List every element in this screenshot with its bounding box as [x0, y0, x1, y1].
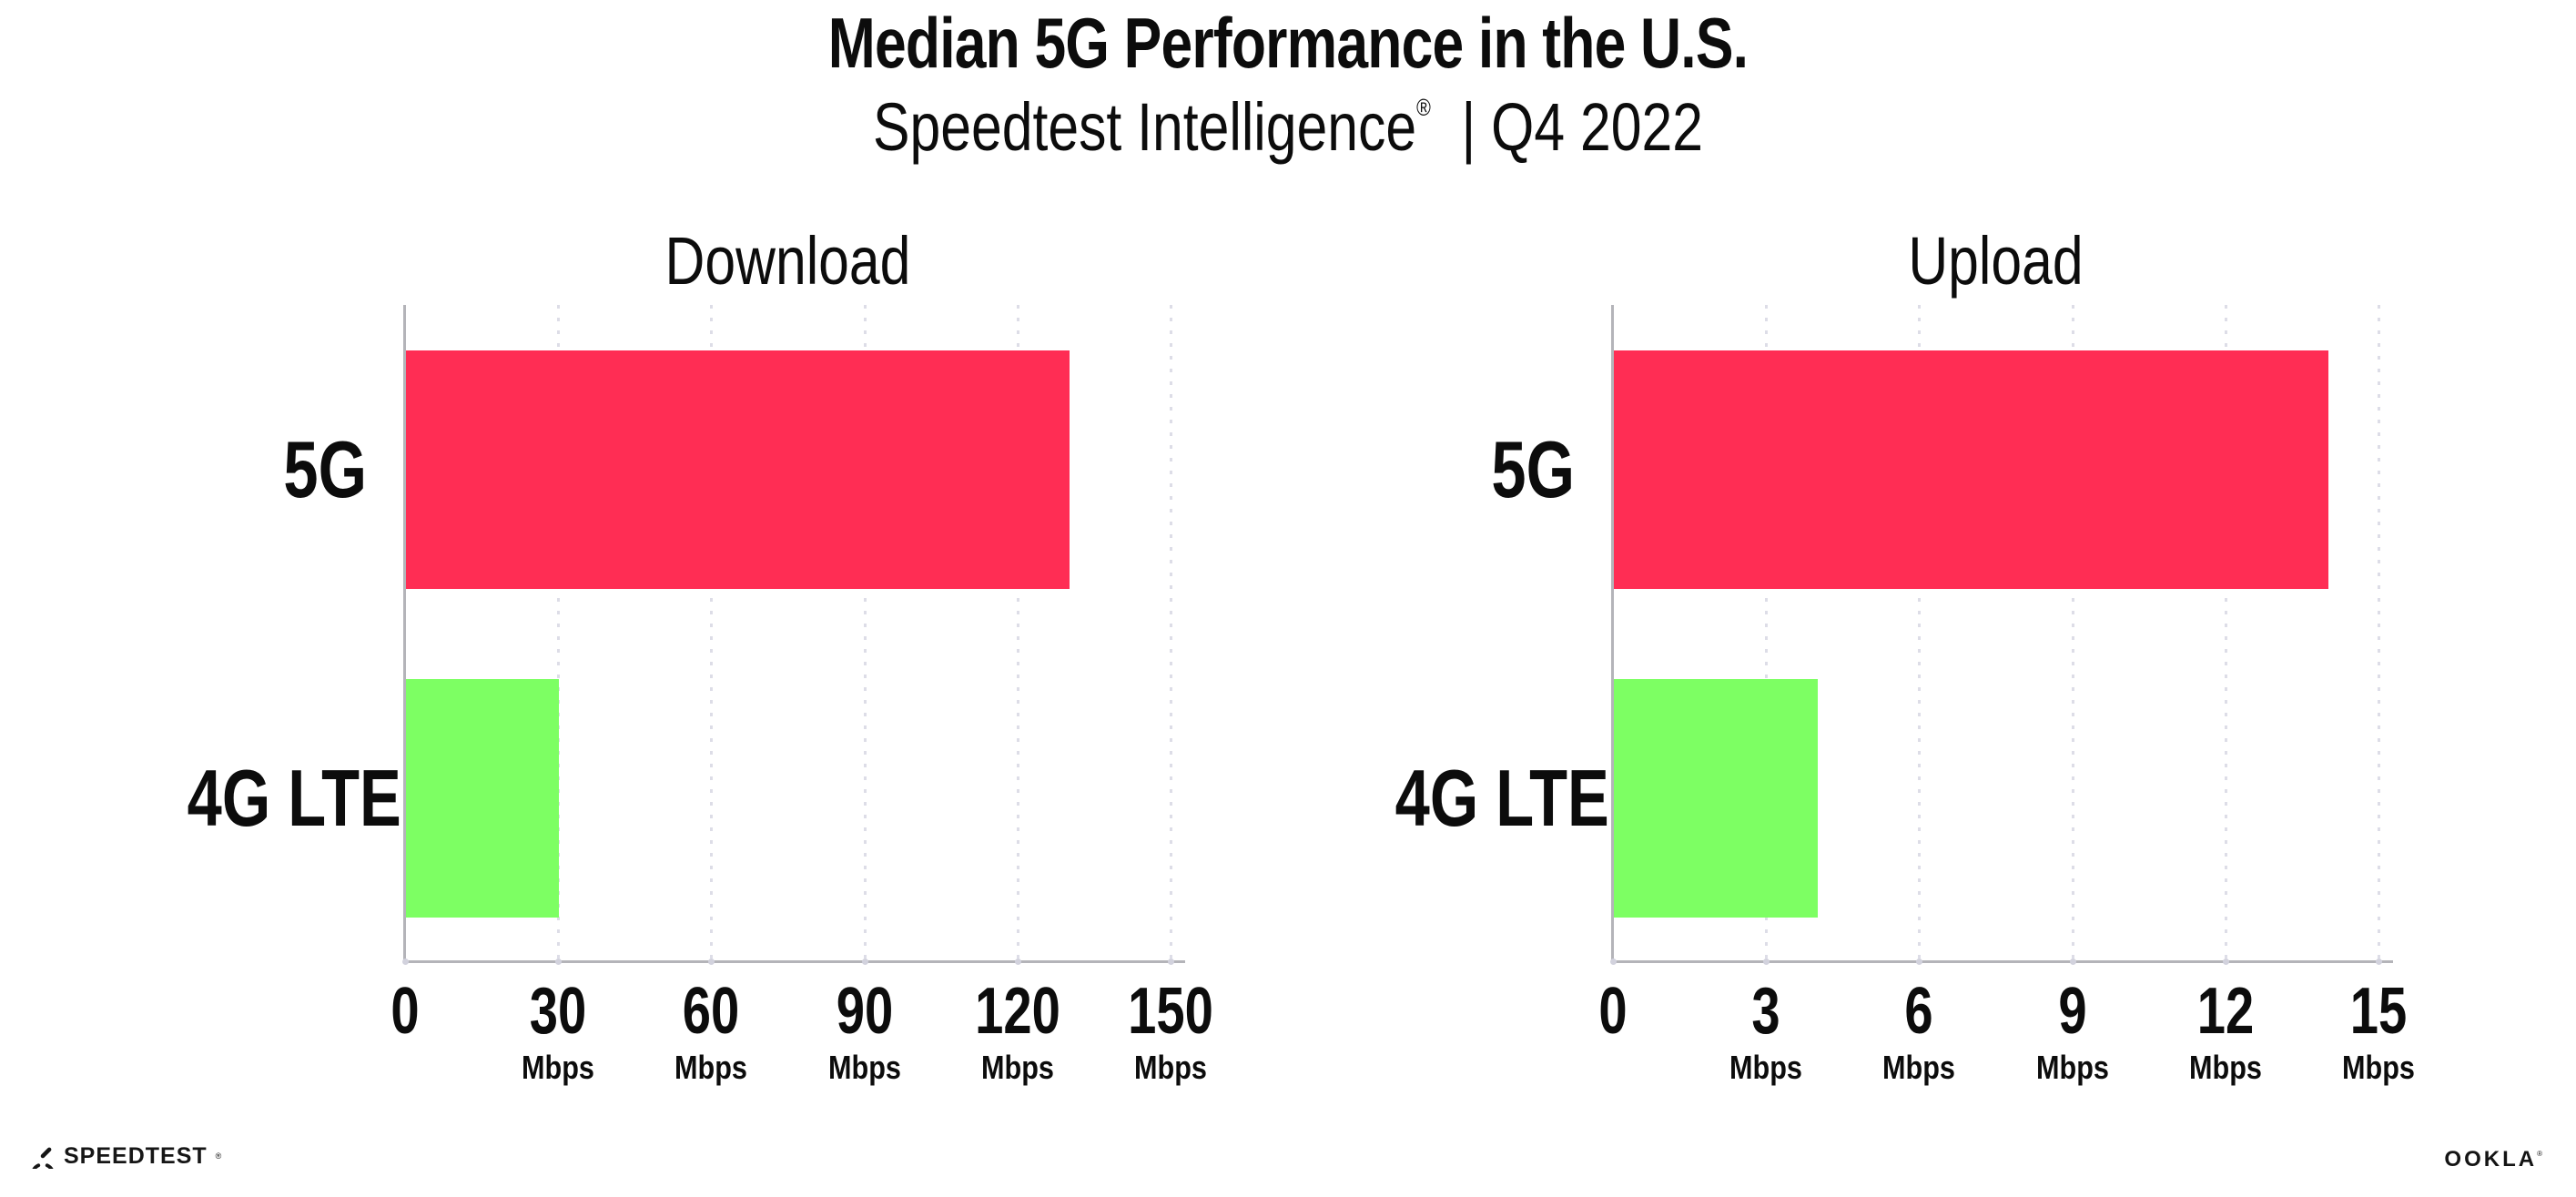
- y-axis-line: [403, 305, 406, 962]
- x-tick-label: 3: [1751, 975, 1780, 1048]
- x-tick-label: 12: [2196, 975, 2255, 1048]
- gridline: [2378, 305, 2380, 962]
- speedtest-registered-mark: ®: [215, 1151, 222, 1161]
- category-label: 5G: [283, 424, 367, 514]
- x-tick-unit-label: Mbps: [1134, 1049, 1207, 1086]
- speedtest-wordmark: SPEEDTEST: [64, 1142, 208, 1169]
- category-label: 5G: [1491, 424, 1575, 514]
- upload-chart-title: Upload: [1908, 223, 2084, 299]
- x-axis-line: [1611, 960, 2393, 963]
- y-axis-line: [1611, 305, 1614, 962]
- subtitle-period: | Q4 2022: [1461, 89, 1703, 165]
- axis-tick-dot: [1168, 959, 1174, 965]
- ookla-registered-mark: ®: [2537, 1150, 2542, 1158]
- upload-plot-area: 0 3 Mbps 6 Mbps 9 Mbps 12 Mbps 15 Mbps: [1598, 305, 2415, 1084]
- x-tick-unit-label: Mbps: [827, 1049, 901, 1086]
- registered-mark: ®: [1416, 94, 1431, 121]
- category-label: 4G LTE: [1394, 753, 1609, 843]
- x-tick-unit-label: Mbps: [2035, 1049, 2109, 1086]
- x-axis-line: [403, 960, 1185, 963]
- x-tick-unit-label: Mbps: [2188, 1049, 2262, 1086]
- bar-5g: [1614, 350, 2328, 589]
- gridline: [1765, 305, 1769, 962]
- x-tick-unit-label: Mbps: [2342, 1049, 2415, 1086]
- x-tick-label: 0: [390, 975, 420, 1048]
- bar-4g-lte: [1614, 679, 1819, 918]
- x-tick-label: 9: [2057, 975, 2087, 1048]
- x-tick-unit-label: Mbps: [1882, 1049, 1956, 1086]
- gridline: [1016, 305, 1019, 962]
- speedtest-logo: SPEEDTEST ®: [30, 1136, 221, 1176]
- download-plot-area: 0 30 Mbps 60 Mbps 90 Mbps 120 Mbps 150 Mbps: [390, 305, 1213, 1084]
- axis-tick-dot: [2376, 959, 2382, 965]
- x-tick-unit-label: Mbps: [1729, 1049, 1803, 1086]
- x-tick-unit-label: Mbps: [674, 1049, 748, 1086]
- x-tick-label: 15: [2349, 975, 2408, 1048]
- axis-tick-dot: [2222, 959, 2229, 965]
- axis-tick-dot: [1763, 959, 1770, 965]
- download-chart-title: Download: [664, 223, 911, 299]
- category-label: 4G LTE: [187, 753, 401, 843]
- x-tick-label: 30: [529, 975, 587, 1048]
- x-tick-label: 120: [974, 975, 1060, 1048]
- ookla-wordmark: OOKLA: [2444, 1147, 2538, 1172]
- x-tick-label: 150: [1128, 975, 1213, 1048]
- x-tick-unit-label: Mbps: [980, 1049, 1054, 1086]
- download-chart-panel: Download 0 30 Mbps 60 Mbps 90 Mbps 120 Mbps 150 Mb…: [137, 218, 1229, 1111]
- gridline: [1918, 305, 1922, 962]
- axis-tick-dot: [402, 959, 409, 965]
- x-tick-label: 6: [1904, 975, 1934, 1048]
- axis-tick-dot: [861, 959, 868, 965]
- x-tick-label: 60: [683, 975, 740, 1048]
- gridline: [1170, 305, 1172, 962]
- bar-4g-lte: [406, 679, 560, 918]
- speedtest-gauge-icon: [32, 1147, 54, 1169]
- x-tick-label: 0: [1598, 975, 1628, 1048]
- bar-5g: [406, 350, 1070, 589]
- axis-tick-dot: [2069, 959, 2076, 965]
- gridline: [710, 305, 714, 962]
- gridline: [2224, 305, 2227, 962]
- ookla-logo: OOKLA®: [2444, 1143, 2542, 1171]
- axis-tick-dot: [555, 959, 563, 965]
- axis-tick-dot: [1916, 959, 1923, 965]
- upload-chart-panel: Upload 0 3 Mbps 6 Mbps 9 Mbps 12 Mbps 15 Mbps 5G 4G…: [1344, 218, 2437, 1111]
- gridline: [863, 305, 867, 962]
- subtitle-product: Speedtest Intelligence: [873, 89, 1417, 165]
- page-title: Median 5G Performance in the U.S.: [827, 3, 1749, 83]
- gridline: [2071, 305, 2074, 962]
- x-tick-unit-label: Mbps: [522, 1049, 595, 1086]
- page-subtitle: Speedtest Intelligence® | Q4 2022: [232, 91, 2345, 164]
- axis-tick-dot: [1014, 959, 1021, 965]
- x-tick-label: 90: [836, 975, 893, 1048]
- axis-tick-dot: [708, 959, 715, 965]
- axis-tick-dot: [1610, 959, 1617, 965]
- gridline: [557, 305, 561, 962]
